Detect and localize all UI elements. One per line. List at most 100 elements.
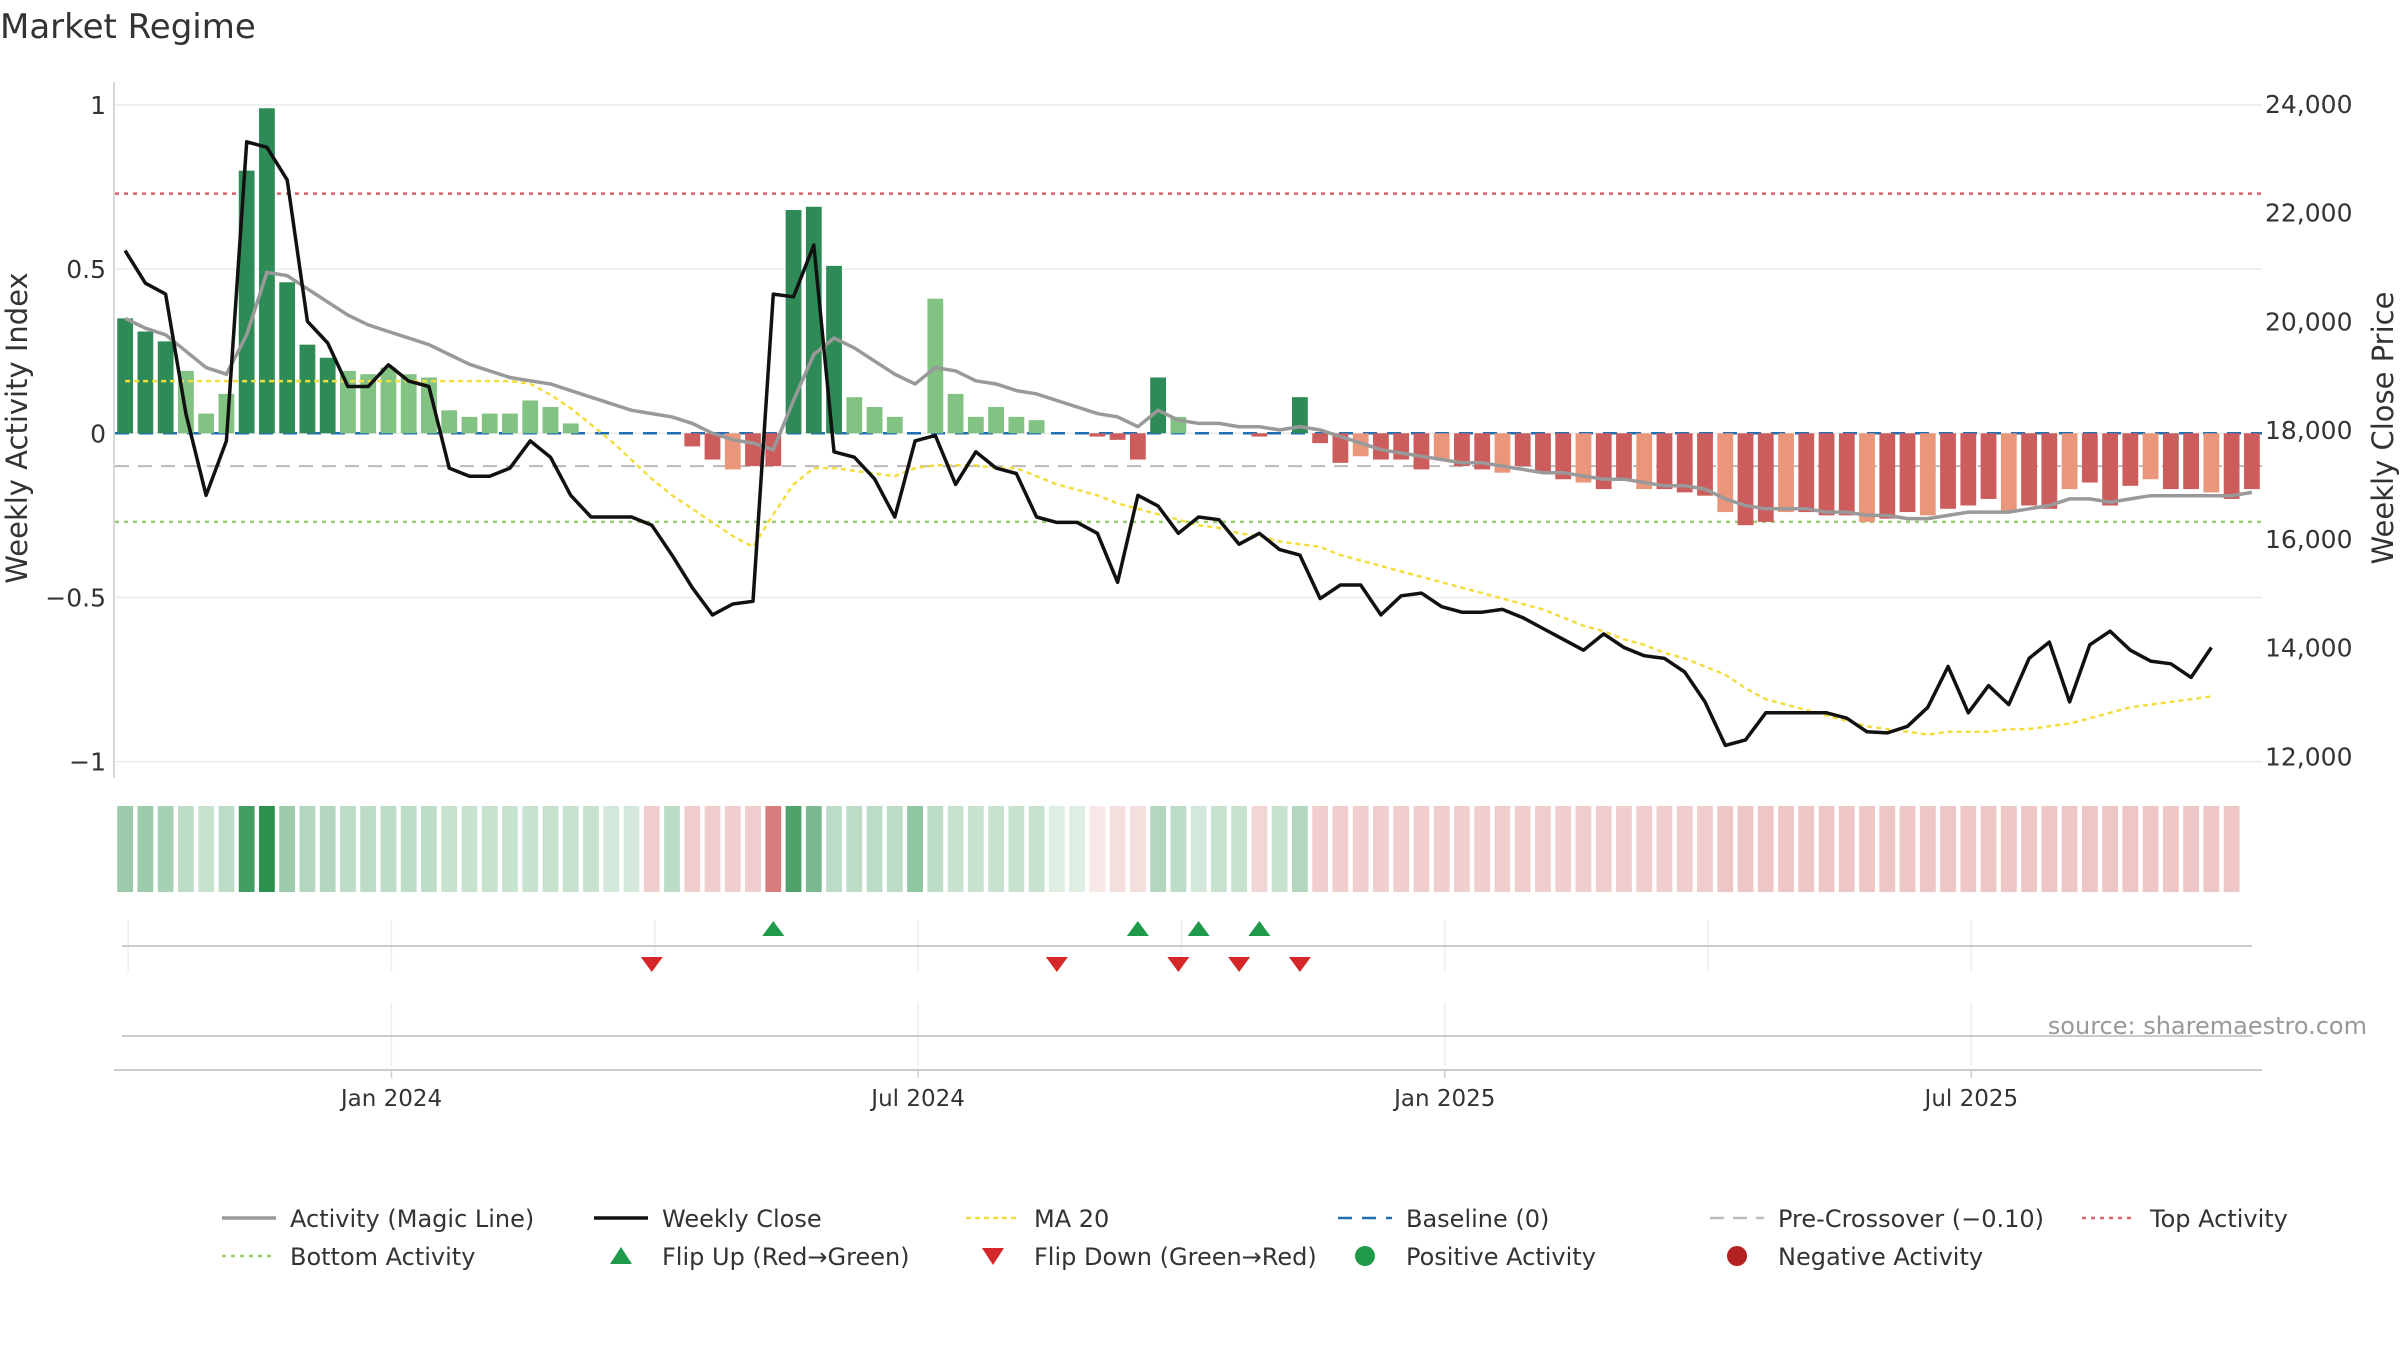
strip-cell bbox=[1798, 806, 1815, 892]
activity-bar bbox=[1757, 433, 1774, 522]
right-tick-label: 14,000 bbox=[2265, 634, 2352, 663]
activity-bar bbox=[562, 423, 579, 434]
activity-bar bbox=[704, 433, 721, 460]
strip-cell bbox=[1332, 806, 1349, 892]
regime-strip bbox=[117, 806, 2240, 892]
strip-cell bbox=[1960, 806, 1977, 892]
strip-cell bbox=[1190, 806, 1207, 892]
strip-cell bbox=[481, 806, 498, 892]
activity-bar bbox=[198, 413, 215, 434]
strip-cell bbox=[380, 806, 397, 892]
bottom-panel-grid bbox=[390, 1002, 1973, 1066]
x-tick-label: Jul 2024 bbox=[869, 1086, 965, 1112]
legend-label: Pre-Crossover (−0.10) bbox=[1778, 1205, 2044, 1233]
legend-label: Bottom Activity bbox=[290, 1243, 475, 1271]
strip-cell bbox=[1028, 806, 1045, 892]
activity-bar bbox=[137, 331, 154, 434]
strip-cell bbox=[1251, 806, 1268, 892]
x-axis-ticks: Jan 2024 Jul 2024 Jan 2025 Jul 2025 bbox=[339, 1070, 2018, 1112]
activity-bar bbox=[2081, 433, 2098, 483]
activity-bar bbox=[360, 374, 377, 434]
left-tick-label: 0.5 bbox=[66, 255, 106, 284]
activity-bar bbox=[1292, 397, 1308, 434]
strip-cell bbox=[2122, 806, 2139, 892]
strip-cell bbox=[1393, 806, 1410, 892]
activity-bar bbox=[1089, 433, 1106, 437]
activity-bar bbox=[2162, 433, 2179, 490]
strip-cell bbox=[1048, 806, 1065, 892]
activity-bar bbox=[2061, 433, 2078, 490]
strip-cell bbox=[1433, 806, 1450, 892]
strip-cell bbox=[1980, 806, 1997, 892]
activity-bar bbox=[1838, 433, 1855, 516]
strip-cell bbox=[1697, 806, 1713, 892]
activity-bar bbox=[2000, 433, 2017, 513]
activity-bar bbox=[1514, 433, 1531, 467]
activity-bar bbox=[1474, 433, 1491, 470]
legend-label: Baseline (0) bbox=[1406, 1205, 1549, 1233]
strip-cell bbox=[360, 806, 377, 892]
activity-bar bbox=[2122, 433, 2139, 486]
main-panel: 1 0.5 0 −0.5 −1 24,000 22,000 20,000 18,000 16,0… bbox=[0, 82, 2400, 778]
strip-cell bbox=[1717, 806, 1734, 892]
strip-cell bbox=[1454, 806, 1470, 892]
strip-cell bbox=[846, 806, 863, 892]
left-tick-label: 1 bbox=[90, 91, 106, 120]
strip-cell bbox=[1352, 806, 1369, 892]
strip-cell bbox=[157, 806, 174, 892]
magic-line bbox=[124, 270, 2253, 521]
strip-cell bbox=[704, 806, 721, 892]
activity-bar bbox=[421, 377, 437, 434]
strip-cell bbox=[2162, 806, 2179, 892]
strip-cell bbox=[1129, 806, 1146, 892]
legend-triangle-up-icon bbox=[610, 1247, 632, 1264]
activity-bar bbox=[2203, 433, 2220, 493]
activity-bar bbox=[400, 374, 417, 434]
activity-bar bbox=[2041, 433, 2058, 509]
source-text: source: sharemaestro.com bbox=[2048, 1012, 2367, 1040]
legend-item: Bottom Activity bbox=[222, 1243, 475, 1271]
activity-bar bbox=[2142, 433, 2159, 480]
activity-bar bbox=[1373, 433, 1389, 460]
activity-bar bbox=[2223, 433, 2240, 499]
x-tick-label: Jan 2025 bbox=[1392, 1086, 1495, 1112]
legend-label: Negative Activity bbox=[1778, 1243, 1983, 1271]
activity-bar bbox=[1778, 433, 1794, 513]
strip-cell bbox=[2041, 806, 2058, 892]
strip-cell bbox=[1879, 806, 1896, 892]
flip-down-marker bbox=[1288, 957, 1311, 972]
strip-cell bbox=[238, 806, 255, 892]
activity-bar bbox=[1636, 433, 1653, 490]
strip-cell bbox=[2203, 806, 2220, 892]
strip-cell bbox=[947, 806, 964, 892]
right-tick-label: 24,000 bbox=[2265, 90, 2352, 119]
activity-bars bbox=[117, 108, 2260, 526]
activity-bar bbox=[1332, 433, 1349, 463]
strip-cell bbox=[137, 806, 154, 892]
strip-cell bbox=[1008, 806, 1025, 892]
activity-bar bbox=[1737, 433, 1754, 526]
y-axis-label-right: Weekly Close Price bbox=[2366, 292, 2400, 565]
strip-cell bbox=[198, 806, 215, 892]
right-tick-label: 12,000 bbox=[2265, 742, 2352, 771]
legend-item: Positive Activity bbox=[1355, 1243, 1596, 1271]
activity-bar bbox=[1980, 433, 1997, 499]
strip-cell bbox=[1656, 806, 1673, 892]
activity-bar bbox=[866, 407, 883, 434]
strip-cell bbox=[522, 806, 539, 892]
strip-cell bbox=[299, 806, 316, 892]
legend-triangle-down-icon bbox=[982, 1248, 1004, 1265]
strip-cell bbox=[1150, 806, 1167, 892]
activity-bar bbox=[1535, 433, 1551, 473]
strip-cell bbox=[765, 806, 782, 892]
activity-bar bbox=[1656, 433, 1673, 490]
activity-bar bbox=[522, 400, 539, 434]
legend-item: Pre-Crossover (−0.10) bbox=[1710, 1205, 2044, 1233]
activity-bar bbox=[1494, 433, 1511, 473]
strip-cell bbox=[1069, 806, 1085, 892]
activity-bar bbox=[117, 318, 134, 434]
activity-bar bbox=[441, 410, 458, 434]
reference-lines bbox=[115, 192, 2262, 524]
strip-cell bbox=[886, 806, 903, 892]
strip-cell bbox=[400, 806, 417, 892]
